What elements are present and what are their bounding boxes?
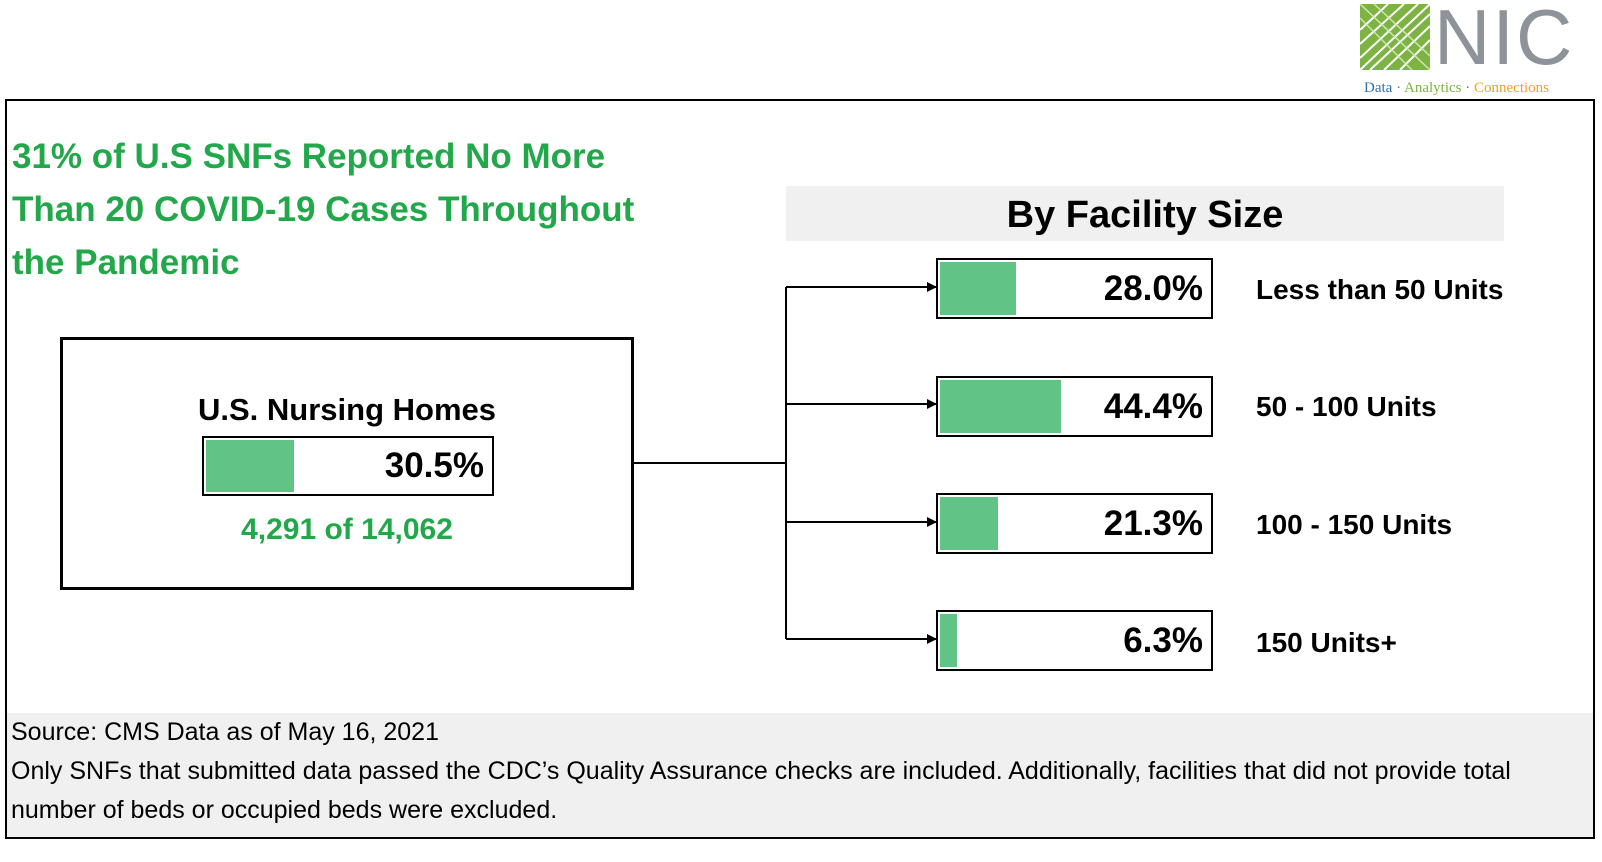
nursing-homes-title: U.S. Nursing Homes	[198, 392, 496, 427]
bar-value-label: 6.3%	[1123, 620, 1203, 660]
infographic-frame	[5, 99, 1595, 839]
facility-size-header: By Facility Size	[786, 186, 1504, 241]
bar-less-than-50: 28.0%	[936, 258, 1213, 319]
headline: 31% of U.S SNFs Reported No More Than 20…	[12, 137, 635, 282]
tagline-sep: ·	[1396, 80, 1402, 96]
bar-fill	[940, 614, 958, 667]
source-note: Source: CMS Data as of May 16, 2021	[11, 718, 439, 746]
tagline-data: Data	[1364, 80, 1393, 96]
bar-50-100: 44.4%	[936, 376, 1213, 437]
footer-notes: Source: CMS Data as of May 16, 2021 Only…	[7, 713, 1593, 837]
category-label: 150 Units+	[1256, 627, 1397, 658]
bar-fill	[940, 380, 1062, 433]
category-label: Less than 50 Units	[1256, 274, 1504, 305]
overall-bar: 30.5%	[202, 436, 494, 496]
tagline-analytics: Analytics	[1404, 80, 1462, 96]
tagline-connections: Connections	[1474, 80, 1550, 96]
bar-value-label: 21.3%	[1103, 503, 1203, 543]
nic-tagline: Data · Analytics · Connections	[1364, 80, 1549, 97]
bar-value-label: 28.0%	[1103, 268, 1203, 308]
qa-note: Only SNFs that submitted data passed the…	[11, 757, 1511, 824]
nic-wordmark: NIC	[1434, 0, 1575, 81]
nic-logo-mark-icon	[1360, 4, 1430, 70]
bar-fill	[940, 262, 1017, 315]
bar-value-label: 44.4%	[1103, 386, 1203, 426]
category-label: 100 - 150 Units	[1256, 509, 1453, 540]
overall-count: 4,291 of 14,062	[241, 513, 453, 546]
nursing-homes-box: U.S. Nursing Homes 30.5% 4,291 of 14,062	[60, 337, 634, 590]
tagline-sep: ·	[1465, 80, 1471, 96]
category-label: 50 - 100 Units	[1256, 391, 1437, 422]
overall-value-label: 30.5%	[384, 446, 484, 485]
nic-logo: NIC Data · Analytics · Connections	[1360, 0, 1600, 98]
bar-fill	[940, 497, 999, 550]
bar-150-plus: 6.3%	[936, 610, 1213, 671]
overall-bar-fill	[206, 440, 294, 492]
bar-100-150: 21.3%	[936, 493, 1213, 554]
